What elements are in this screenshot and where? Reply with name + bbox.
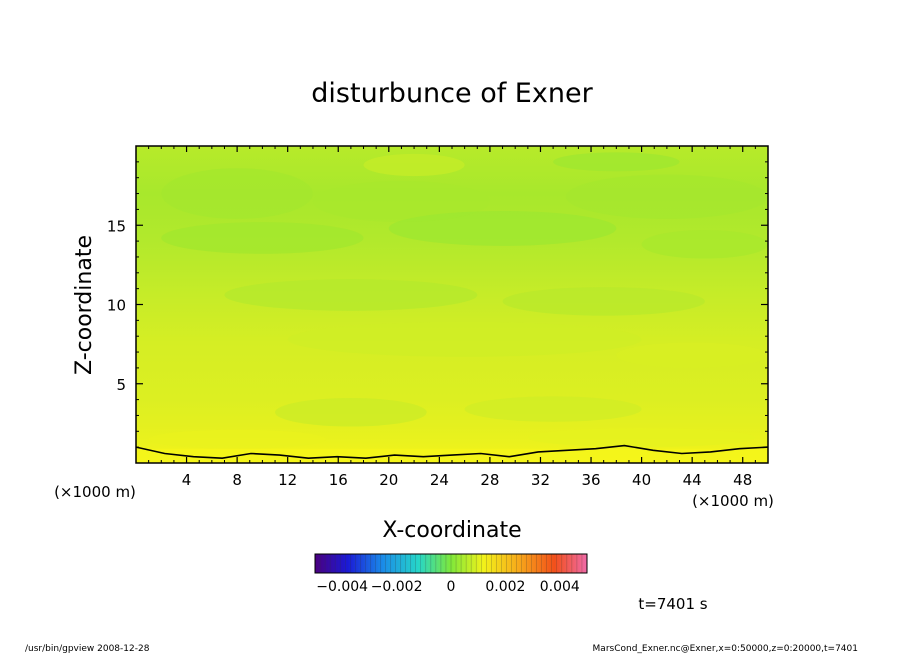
- field-patch: [388, 210, 617, 246]
- x-tick-label: 8: [232, 471, 242, 489]
- x-tick-label: 44: [683, 471, 702, 489]
- colorbar-tick-label: 0.002: [485, 579, 525, 595]
- field-patch: [275, 398, 427, 427]
- x-tick-label: 40: [632, 471, 651, 489]
- field-patch: [527, 428, 756, 448]
- x-tick-label: 28: [480, 471, 499, 489]
- field-patch: [363, 153, 465, 177]
- x-tick-label: 32: [531, 471, 550, 489]
- y-axis-ticks: 5 10 15: [107, 161, 768, 448]
- time-label: t=7401 s: [638, 595, 707, 613]
- y-tick-label: 15: [107, 217, 126, 235]
- x-axis-unit: (×1000 m): [692, 492, 774, 510]
- x-tick-label: 36: [581, 471, 600, 489]
- colorbar-tick-label: −0.004: [316, 579, 368, 595]
- colorbar-tick-label: −0.002: [371, 579, 423, 595]
- field-patch: [553, 152, 680, 172]
- field-patch: [464, 396, 642, 422]
- y-tick-label: 10: [107, 297, 126, 315]
- field-patch: [616, 342, 768, 368]
- colorbar-levels: [319, 554, 583, 573]
- x-tick-label: 20: [379, 471, 398, 489]
- field-patch: [287, 321, 642, 357]
- colorbar-frame: [314, 553, 588, 574]
- x-tick-label: 24: [430, 471, 449, 489]
- x-axis-label: X-coordinate: [382, 518, 521, 543]
- footer-right: MarsCond_Exner.nc@Exner,x=0:50000,z=0:20…: [593, 644, 858, 654]
- chart-title: disturbunce of Exner: [311, 78, 593, 109]
- field-patch: [161, 168, 313, 219]
- x-tick-label: 12: [278, 471, 297, 489]
- colorbar-tick-label: 0.004: [540, 579, 580, 595]
- colorbar-tick-label: 0: [447, 579, 456, 595]
- field-patch: [312, 180, 490, 223]
- field-patches: [136, 152, 768, 463]
- field-patch: [161, 222, 364, 254]
- x-tick-label: 48: [733, 471, 752, 489]
- x-tick-label: 16: [329, 471, 348, 489]
- field-patch: [502, 287, 705, 316]
- field-patch: [224, 279, 478, 311]
- x-tick-label: 4: [182, 471, 192, 489]
- colorbar: −0.004 −0.002 0 0.002 0.004: [314, 553, 588, 595]
- colorbar-tick-labels: −0.004 −0.002 0 0.002 0.004: [316, 579, 580, 595]
- heatmap-field: [136, 146, 768, 463]
- field-patch: [148, 429, 326, 449]
- zero-contour-line: [136, 444, 768, 460]
- field-patch: [565, 174, 768, 219]
- y-axis-label: Z-coordinate: [72, 235, 97, 375]
- x-axis-ticks: 4 8 12 16 20 24 28 32 36 40 44 48: [148, 146, 756, 489]
- y-axis-unit: (×1000 m): [54, 483, 136, 501]
- y-tick-label: 5: [116, 376, 126, 394]
- field-patch: [641, 230, 768, 259]
- footer-left: /usr/bin/gpview 2008-12-28: [25, 644, 150, 654]
